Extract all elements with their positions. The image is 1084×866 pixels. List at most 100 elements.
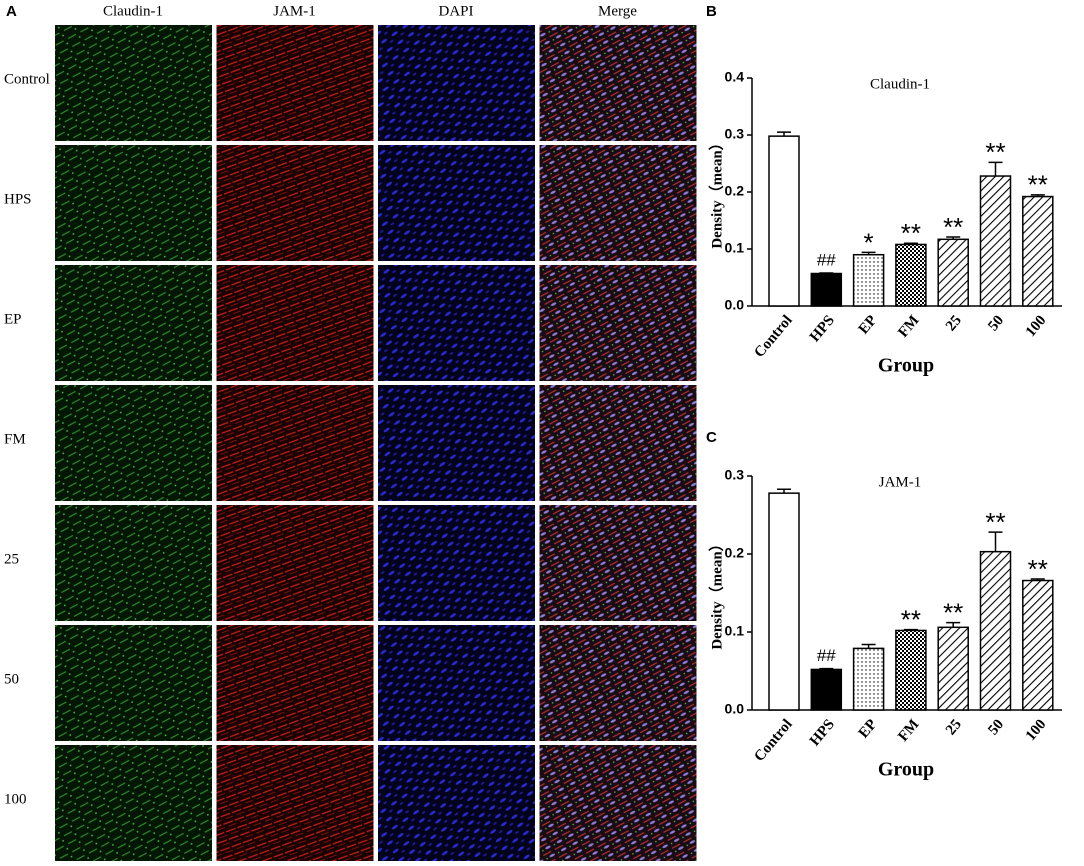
- bar: [895, 243, 927, 307]
- bar: [768, 135, 800, 307]
- y-tick-label: 0.2: [725, 183, 745, 199]
- bar: [937, 238, 969, 307]
- bar: [852, 647, 885, 711]
- row-label: 100: [4, 791, 27, 807]
- bar: [810, 668, 843, 711]
- micrograph: [378, 25, 535, 141]
- micrograph: [55, 385, 212, 501]
- column-header: DAPI: [438, 3, 473, 19]
- micrograph: [55, 745, 212, 861]
- x-tick-label: 100: [1023, 312, 1050, 340]
- micrograph: [378, 265, 535, 381]
- error-bar: [861, 643, 876, 649]
- y-axis-label: Density（mean）: [707, 135, 725, 248]
- bar: [852, 253, 885, 307]
- x-tick-label: HPS: [807, 716, 838, 749]
- panel-label: A: [6, 3, 17, 20]
- micrograph: [216, 745, 374, 861]
- column-header: Merge: [598, 3, 637, 19]
- x-tick-label: EP: [856, 312, 881, 337]
- panel-label: C: [706, 429, 717, 446]
- significance-label: **: [1028, 170, 1048, 200]
- x-tick-label: 50: [985, 312, 1007, 334]
- x-tick-label: FM: [895, 312, 922, 340]
- significance-label: **: [985, 137, 1005, 167]
- error-bar: [988, 531, 1003, 552]
- error-bar: [903, 628, 918, 631]
- micrograph: [539, 505, 697, 621]
- error-bar: [777, 488, 791, 494]
- micrograph: [378, 385, 535, 501]
- row-label: 50: [4, 671, 19, 687]
- chart-title: Claudin-1: [870, 76, 930, 92]
- error-bar: [903, 242, 918, 245]
- significance-label: ##: [817, 250, 836, 269]
- error-bar: [946, 621, 961, 628]
- micrograph: [55, 625, 212, 741]
- row-label: FM: [4, 431, 26, 447]
- micrograph: [539, 625, 697, 741]
- micrograph: [378, 145, 535, 261]
- micrograph: [216, 265, 374, 381]
- significance-label: **: [985, 507, 1005, 537]
- error-bar: [946, 236, 961, 240]
- bar: [895, 629, 927, 711]
- x-tick-label: 100: [1023, 716, 1050, 744]
- bar: [1022, 195, 1054, 307]
- x-tick-label: 50: [985, 716, 1007, 738]
- micrograph: [55, 265, 212, 381]
- x-tick-label: 25: [943, 312, 965, 334]
- significance-label: ##: [817, 646, 836, 665]
- y-tick-label: 0.2: [725, 545, 745, 561]
- significance-label: **: [943, 598, 963, 628]
- significance-label: **: [943, 212, 963, 242]
- bar: [937, 626, 969, 711]
- micrograph: [539, 25, 697, 141]
- x-tick-label: FM: [895, 716, 922, 744]
- y-tick-label: 0.0: [725, 297, 745, 313]
- error-bar: [1030, 578, 1045, 581]
- micrograph: [216, 25, 374, 141]
- row-label: HPS: [4, 191, 32, 207]
- significance-label: *: [864, 227, 874, 257]
- micrograph: [378, 745, 535, 861]
- x-axis-label: Group: [878, 355, 934, 377]
- x-tick-label: Control: [751, 312, 795, 360]
- error-bar: [861, 251, 876, 255]
- micrograph: [539, 265, 697, 381]
- micrograph: [216, 505, 374, 621]
- bar: [768, 492, 800, 711]
- micrograph: [216, 385, 374, 501]
- bar: [1022, 579, 1054, 711]
- micrograph: [55, 25, 212, 141]
- error-bar: [819, 272, 834, 274]
- y-tick-label: 0.0: [725, 701, 745, 717]
- significance-label: **: [901, 218, 921, 248]
- error-bar: [777, 131, 791, 137]
- micrograph: [55, 145, 212, 261]
- chart-title: JAM-1: [879, 474, 922, 490]
- micrograph: [216, 625, 374, 741]
- bar: [979, 175, 1012, 307]
- column-header: Claudin-1: [103, 3, 163, 19]
- x-tick-label: HPS: [807, 312, 838, 345]
- error-bar: [1030, 194, 1045, 197]
- y-tick-label: 0.1: [725, 623, 745, 639]
- bar: [979, 550, 1012, 711]
- y-tick-label: 0.1: [725, 240, 745, 256]
- row-label: Control: [4, 71, 50, 87]
- row-label: 25: [4, 551, 19, 567]
- x-tick-label: Control: [751, 716, 795, 764]
- panel-label: B: [706, 3, 717, 20]
- y-tick-label: 0.4: [725, 69, 745, 85]
- micrograph: [539, 145, 697, 261]
- error-bar: [988, 161, 1003, 177]
- x-tick-label: 25: [943, 716, 965, 738]
- y-axis-label: Density（mean）: [707, 536, 725, 649]
- micrograph: [216, 145, 374, 261]
- significance-label: **: [901, 605, 921, 635]
- x-tick-label: EP: [856, 716, 881, 741]
- y-tick-label: 0.3: [725, 467, 745, 483]
- micrograph: [378, 625, 535, 741]
- bar: [810, 272, 843, 307]
